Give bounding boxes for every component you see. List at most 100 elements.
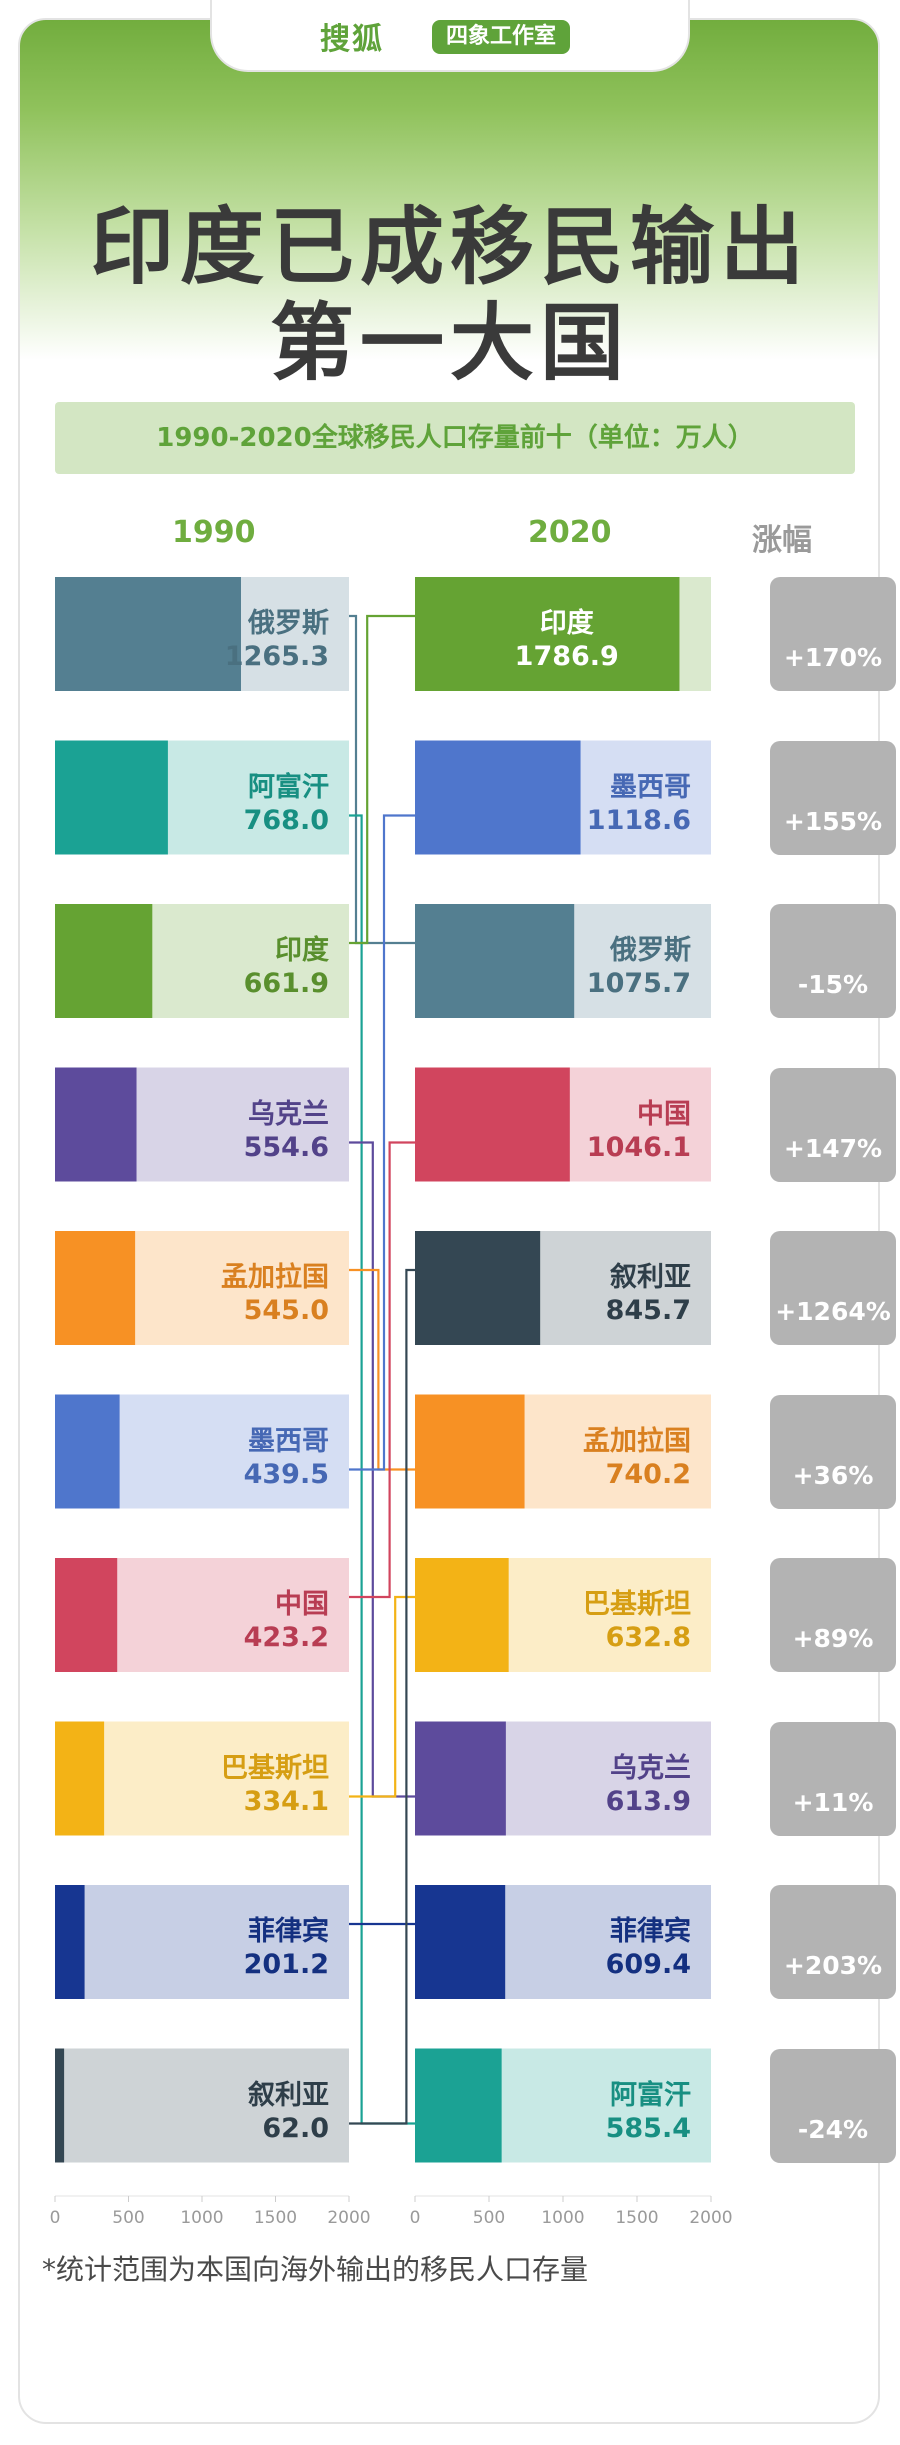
axis-tick-label: 500 [112, 2208, 145, 2228]
axis-tick-label: 1500 [253, 2208, 298, 2228]
bar-2020 [415, 740, 581, 855]
axis-tick-label: 2000 [327, 2208, 371, 2228]
rank-connector [349, 614, 415, 945]
bar-value-label-1990: 439.5 [243, 1458, 329, 1490]
bar-1990 [55, 1394, 120, 1509]
change-value: +11% [792, 1787, 874, 1817]
bar-2020 [415, 1231, 541, 1345]
page-title-line2: 第一大国 [269, 294, 630, 392]
change-value: +89% [792, 1624, 874, 1653]
bar-name-label-1990: 孟加拉国 [221, 1262, 329, 1293]
bar-track-1990 [55, 2048, 349, 2163]
bar-1990 [55, 1231, 136, 1345]
axis-tick-label: 0 [409, 2208, 421, 2228]
axis-tick-label: 0 [49, 2208, 61, 2228]
page-title-line1: 印度已成移民输出 [89, 198, 810, 296]
bar-value-label-2020: 632.8 [605, 1622, 691, 1653]
bar-value-label-1990: 62.0 [262, 2112, 329, 2144]
bar-track-1990 [55, 1885, 349, 1999]
axis-tick-label: 2000 [689, 2208, 733, 2228]
bar-name-label-2020: 叙利亚 [610, 1262, 691, 1293]
change-value: +155% [783, 806, 883, 836]
bar-2020 [415, 1067, 570, 1182]
bar-name-label-2020: 孟加拉国 [583, 1425, 691, 1457]
bar-1990 [55, 577, 241, 691]
change-badge: +170% [770, 577, 896, 691]
change-badge: +89% [770, 1558, 896, 1672]
change-value: +147% [783, 1133, 883, 1163]
change-badge: -24% [770, 2048, 896, 2163]
bar-1990 [55, 1721, 105, 1836]
change-value: -15% [797, 970, 869, 999]
rank-connector [349, 814, 415, 1471]
bar-value-label-2020: 609.4 [605, 1949, 691, 1980]
bar-2020 [415, 904, 575, 1018]
change-value: +1264% [775, 1297, 891, 1326]
bar-2020 [415, 1885, 506, 1999]
rank-connector [349, 1141, 415, 1599]
bar-value-label-2020: 1046.1 [586, 1131, 691, 1163]
bar-value-label-2020: 585.4 [605, 2112, 691, 2144]
bar-name-label-2020: 阿富汗 [610, 2079, 691, 2111]
bar-1990 [55, 2048, 65, 2163]
bar-1990 [55, 1067, 137, 1182]
axis-tick-label: 1000 [541, 2208, 585, 2228]
change-value: +203% [783, 1951, 883, 1980]
bar-name-label-1990: 墨西哥 [248, 1425, 329, 1457]
change-badge: +1264% [770, 1231, 896, 1345]
rank-connector [349, 614, 415, 945]
column-header-2020: 2020 [528, 515, 612, 550]
column-header-1990: 1990 [172, 515, 256, 550]
bar-value-label-1990: 554.6 [243, 1131, 329, 1163]
change-badge: +147% [770, 1067, 896, 1182]
bar-2020 [415, 577, 680, 691]
rank-connector [349, 1268, 415, 2125]
footnote: *统计范围为本国向海外输出的移民人口存量 [42, 2253, 589, 2286]
axis-tick-label: 1000 [180, 2208, 224, 2228]
bar-2020 [415, 1721, 506, 1836]
bar-1990 [55, 1885, 85, 1999]
bar-name-label-1990: 印度 [275, 935, 329, 966]
bar-name-label-1990: 中国 [275, 1589, 329, 1620]
bar-value-label-1990: 423.2 [243, 1622, 329, 1653]
axis-tick-label: 500 [472, 2208, 506, 2228]
bar-name-label-1990: 巴基斯坦 [221, 1752, 329, 1784]
change-value: -24% [797, 2114, 869, 2144]
chart-subtitle: 1990-2020全球移民人口存量前十（单位：万人） [156, 423, 754, 453]
brand-logo: 搜狐 [320, 22, 384, 57]
bar-value-label-2020: 1118.6 [586, 804, 691, 836]
bar-value-label-2020: 1075.7 [586, 968, 691, 999]
change-value: +170% [783, 643, 883, 672]
subtitle-banner: 1990-2020全球移民人口存量前十（单位：万人） [55, 402, 855, 474]
change-badge: +36% [770, 1394, 896, 1509]
bar-name-label-2020: 菲律宾 [610, 1916, 691, 1947]
bar-name-label-2020: 印度 [539, 608, 594, 639]
bar-name-label-2020: 俄罗斯 [610, 935, 691, 966]
studio-badge: 四象工作室 [432, 20, 571, 54]
bar-value-label-1990: 545.0 [243, 1295, 329, 1326]
bar-value-label-1990: 661.9 [243, 968, 329, 999]
bar-value-label-2020: 845.7 [605, 1295, 691, 1326]
bar-name-label-1990: 叙利亚 [248, 2079, 329, 2111]
bar-2020 [415, 1558, 509, 1672]
bar-1990 [55, 1558, 118, 1672]
change-badge: -15% [770, 904, 896, 1018]
bar-value-label-2020: 740.2 [605, 1458, 691, 1490]
change-badge: +203% [770, 1885, 896, 1999]
bar-2020 [415, 1394, 525, 1509]
bar-name-label-1990: 乌克兰 [248, 1098, 329, 1130]
bar-name-label-1990: 俄罗斯 [248, 608, 329, 639]
bar-value-label-1990: 768.0 [243, 804, 329, 836]
column-header-change: 涨幅 [752, 523, 812, 558]
bar-value-label-2020: 613.9 [605, 1785, 691, 1817]
change-badge: +155% [770, 740, 896, 855]
bar-value-label-1990: 201.2 [243, 1949, 329, 1980]
bar-value-label-2020: 1786.9 [514, 641, 619, 672]
rank-connector [349, 1268, 415, 1471]
bar-name-label-2020: 墨西哥 [610, 771, 691, 803]
bar-2020 [415, 2048, 502, 2163]
bar-value-label-1990: 334.1 [243, 1785, 329, 1817]
change-badge: +11% [770, 1721, 896, 1836]
